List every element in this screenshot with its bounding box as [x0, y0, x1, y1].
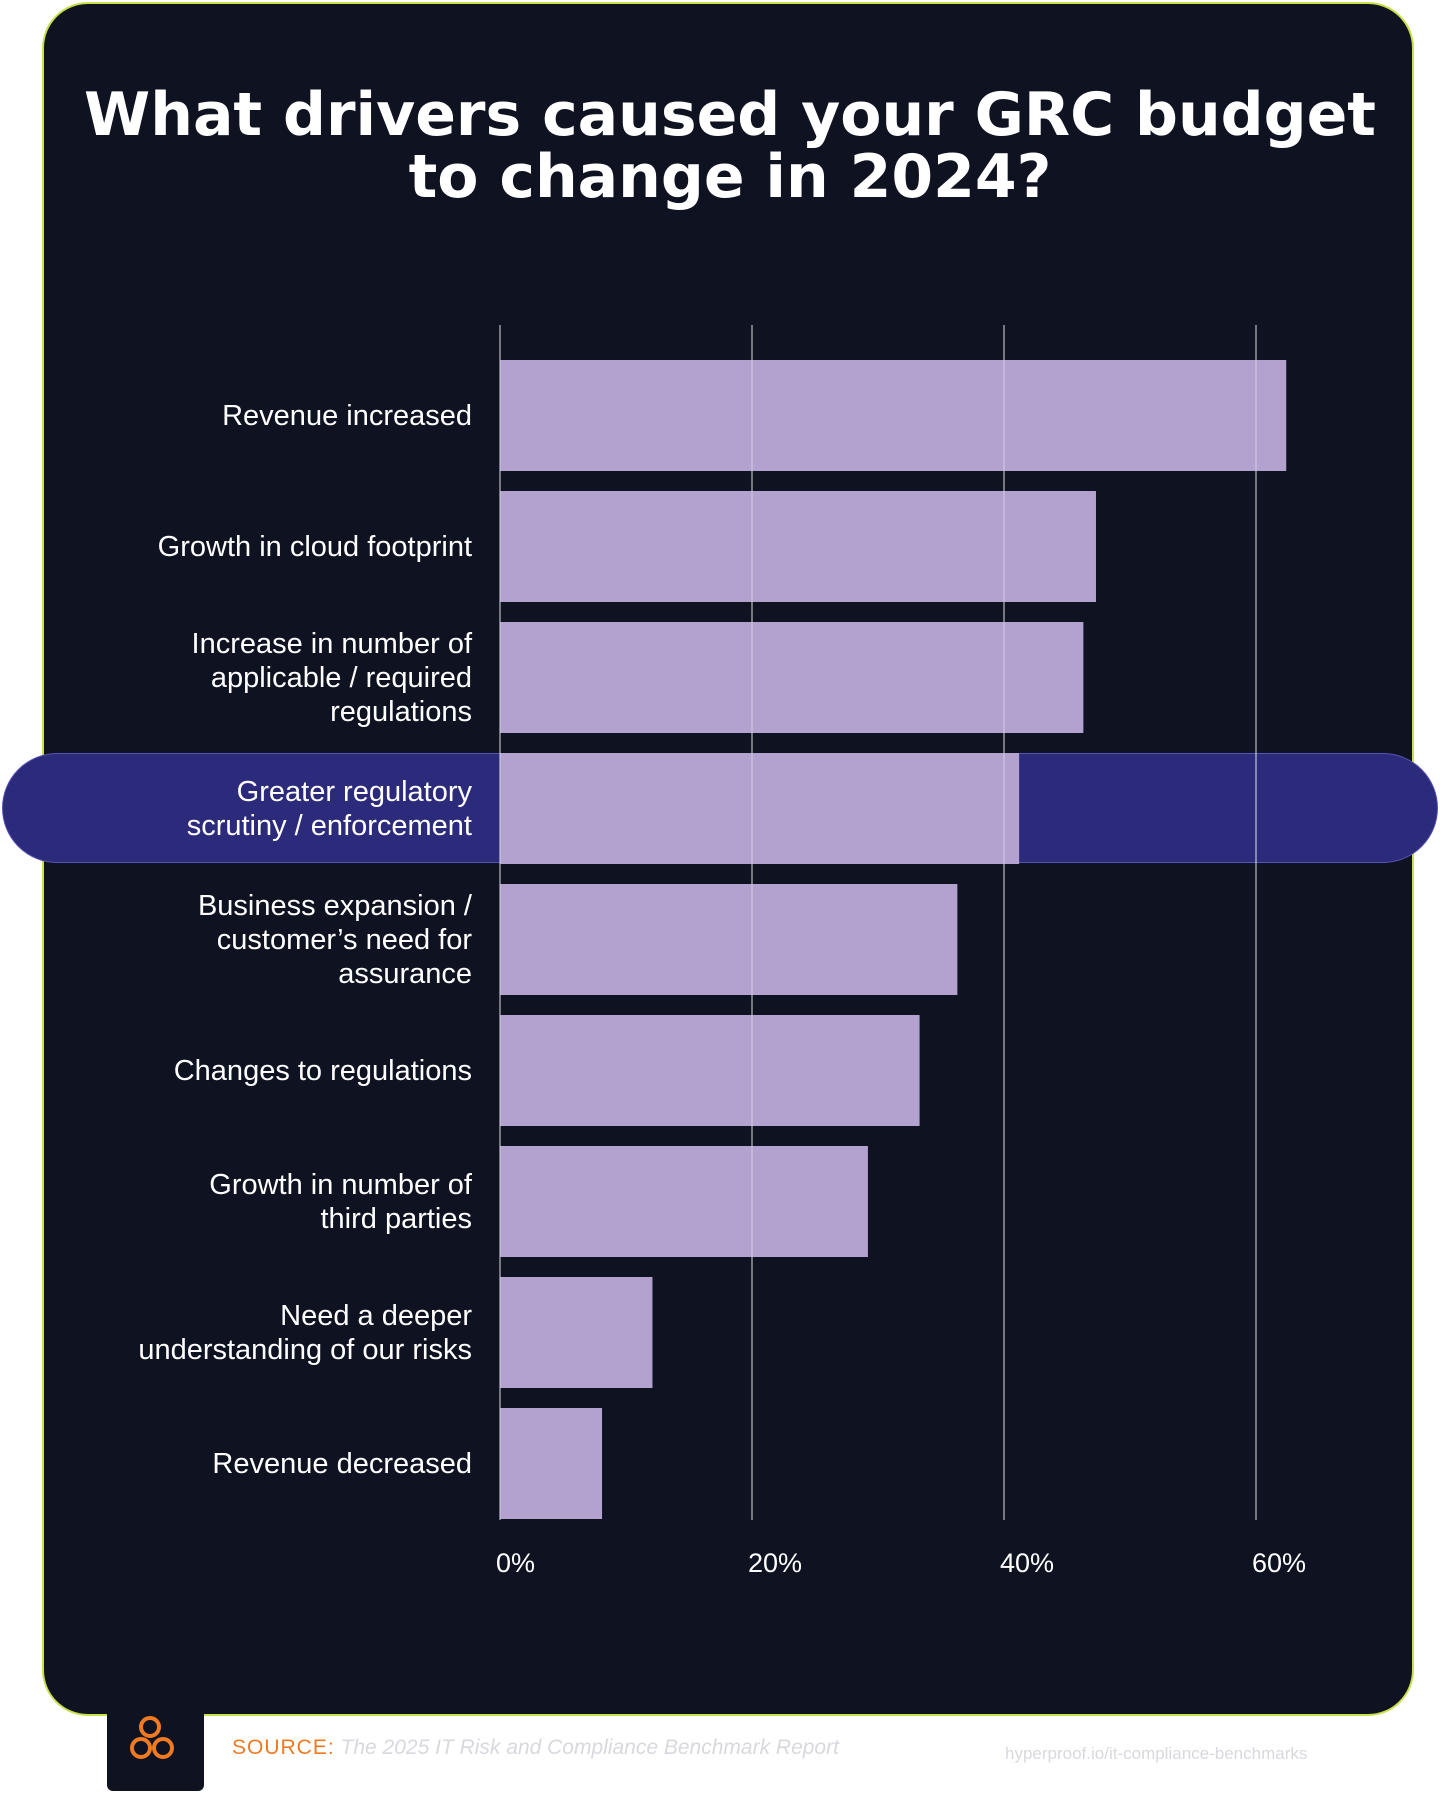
x-tick-label: 40% [1000, 1548, 1055, 1578]
x-tick-label: 60% [1252, 1548, 1307, 1578]
bar [500, 1015, 920, 1126]
three-circles-logo-icon [130, 1716, 174, 1759]
source-url[interactable]: hyperproof.io/it-compliance-benchmarks [1005, 1744, 1308, 1763]
bar [500, 491, 1096, 602]
category-label: Changes to regulations [173, 1054, 472, 1087]
source-key: SOURCE: [232, 1736, 335, 1759]
bar [500, 1146, 868, 1257]
bar [500, 753, 1020, 864]
x-tick-label: 20% [748, 1548, 803, 1578]
category-label: Business expansion / customer’s need for… [197, 889, 472, 990]
bar [500, 622, 1084, 733]
category-label: Revenue increased [222, 399, 472, 432]
logo [107, 1697, 204, 1791]
bar [500, 884, 958, 995]
x-tick-label: 0% [496, 1548, 536, 1578]
category-label: Revenue decreased [212, 1447, 472, 1480]
bar [500, 1408, 603, 1519]
category-label: Greater regulatory scrutiny / enforcemen… [186, 775, 472, 842]
category-label: Growth in cloud footprint [157, 530, 472, 563]
bar [500, 1277, 653, 1388]
bar [500, 360, 1287, 471]
category-label: Growth in number of third parties [209, 1168, 472, 1235]
source-value: The 2025 IT Risk and Compliance Benchmar… [340, 1736, 839, 1759]
category-label: Need a deeper understanding of our risks [138, 1299, 472, 1366]
chart-title: What drivers caused your GRC budget to c… [84, 80, 1376, 212]
category-label: Increase in number of applicable / requi… [191, 627, 472, 728]
source-line: SOURCE: The 2025 IT Risk and Compliance … [232, 1736, 839, 1760]
